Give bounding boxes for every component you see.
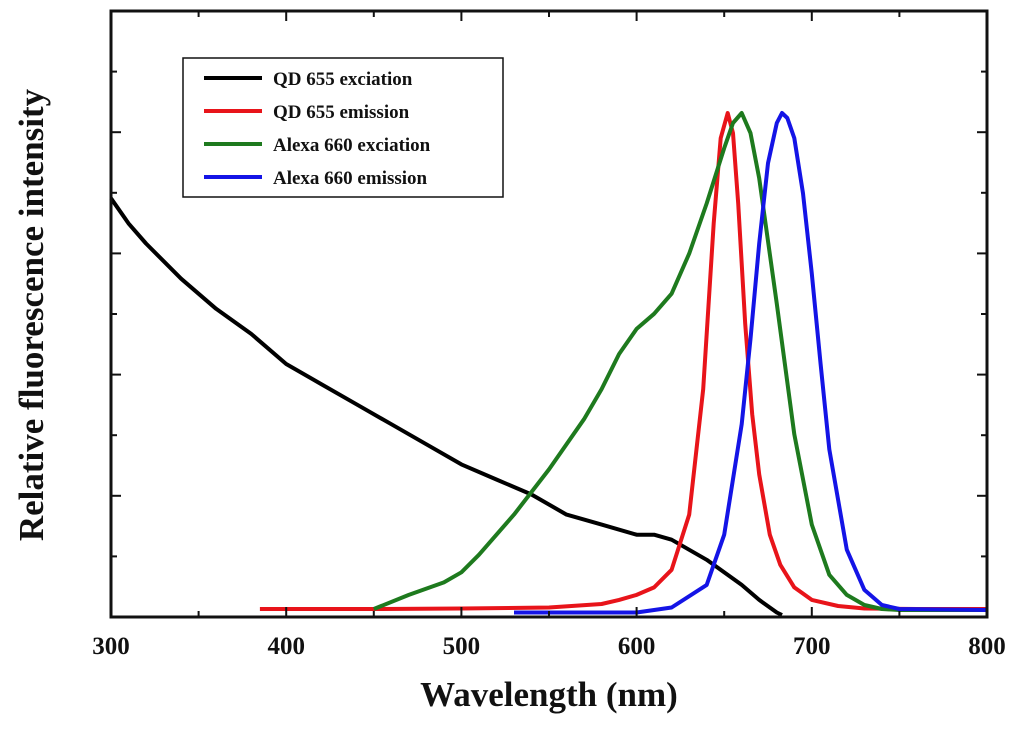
series-line-1 [109,197,783,617]
legend-label: Alexa 660 emission [273,168,428,189]
x-tick-label: 600 [618,633,656,660]
x-axis-title: Wavelength (nm) [420,675,678,714]
x-tick-label: 800 [968,633,1006,660]
series-line-3 [373,111,987,612]
x-tick-label: 300 [92,633,130,660]
x-tick-labels: 300 400 500 600 700 800 [92,633,1006,660]
legend: QD 655 exciation QD 655 emission Alexa 660… [182,57,504,198]
legend-label: QD 655 emission [273,102,410,123]
series-line-4 [514,111,988,615]
series-line-2 [259,111,987,611]
axis-ticks [110,11,988,617]
x-tick-label: 700 [793,633,831,660]
legend-box [182,57,504,198]
legend-label: Alexa 660 exciation [273,135,431,156]
x-tick-label: 400 [267,633,305,660]
x-tick-label: 500 [443,633,481,660]
y-axis-title: Relative fluorescence intensity [12,88,51,541]
plot-lines [109,111,988,617]
legend-label: QD 655 exciation [273,69,413,90]
